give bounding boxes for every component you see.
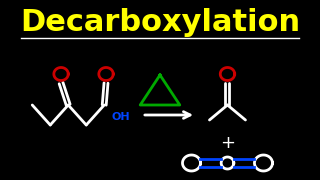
Text: Decarboxylation: Decarboxylation — [20, 8, 300, 37]
Text: OH: OH — [111, 112, 130, 122]
Text: +: + — [220, 134, 235, 152]
